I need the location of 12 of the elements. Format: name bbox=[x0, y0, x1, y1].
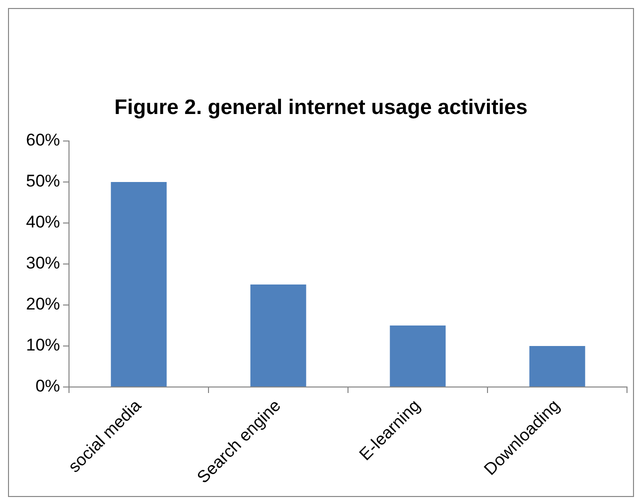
bar bbox=[529, 346, 586, 387]
y-tick-label: 50% bbox=[26, 172, 60, 191]
y-tick-label: 0% bbox=[35, 376, 60, 396]
y-tick-label: 60% bbox=[26, 130, 60, 150]
bar bbox=[390, 326, 446, 387]
bar bbox=[110, 182, 167, 387]
chart-title: Figure 2. general internet usage activities bbox=[113, 95, 529, 121]
y-tick-label: 20% bbox=[26, 294, 60, 314]
y-tick-label: 30% bbox=[26, 254, 60, 273]
y-tick-label: 40% bbox=[26, 212, 60, 232]
bar bbox=[250, 284, 306, 387]
y-tick-label: 10% bbox=[26, 336, 60, 355]
